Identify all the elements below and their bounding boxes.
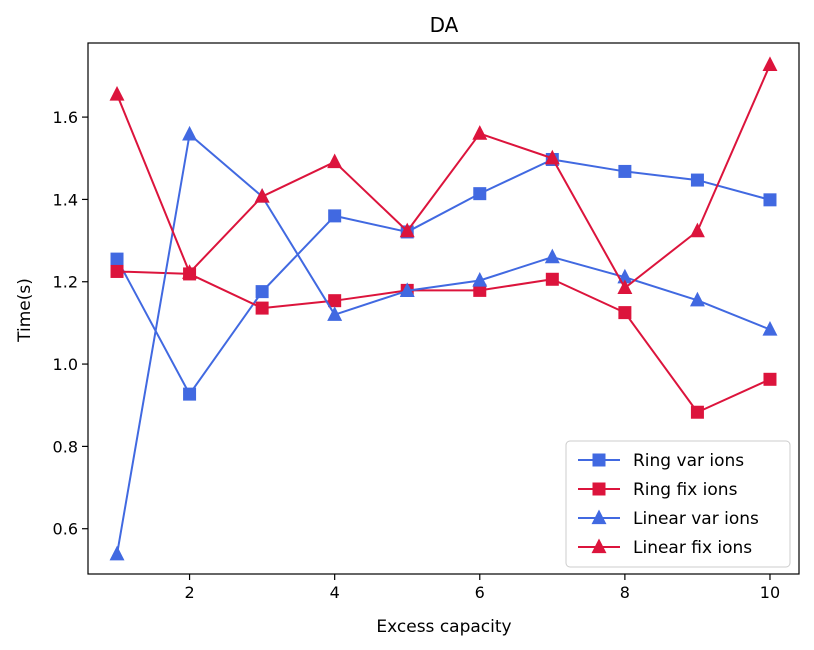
triangle-marker [182, 125, 198, 141]
square-marker [328, 209, 342, 223]
x-tick-label: 10 [760, 583, 780, 602]
triangle-marker [689, 222, 705, 238]
series-line [116, 133, 771, 555]
square-marker [473, 187, 487, 201]
series-line [116, 64, 771, 289]
legend-entry: Ring var ions [578, 451, 744, 471]
triangle-marker [109, 545, 125, 561]
square-marker [545, 272, 559, 286]
triangle-marker [617, 279, 633, 295]
x-tick-label: 8 [620, 583, 630, 602]
legend-label: Linear var ions [633, 509, 759, 529]
triangle-marker [544, 248, 560, 264]
triangle-marker [327, 153, 343, 169]
x-tick-label: 2 [184, 583, 194, 602]
legend-entry: Ring fix ions [578, 480, 738, 500]
legend-entry: Linear var ions [578, 509, 759, 529]
triangle-marker [472, 272, 488, 287]
legend-triangle-marker [591, 509, 607, 525]
legend-triangle-marker [591, 538, 607, 554]
square-marker [255, 301, 269, 315]
square-marker [110, 252, 124, 266]
plot-frame [87, 42, 800, 575]
series-layer [109, 56, 778, 561]
legend-square-marker [592, 453, 606, 467]
legend-entry: Linear fix ions [578, 538, 752, 558]
square-marker [473, 283, 487, 297]
y-tick-label: 0.8 [53, 437, 78, 456]
legend: Ring var ions Ring fix ions Linear var ion… [565, 440, 791, 568]
triangle-marker [544, 149, 560, 165]
series-line [116, 270, 771, 414]
legend-box [565, 440, 791, 568]
series-ring-fix-ions [110, 264, 777, 419]
legend-label: Ring fix ions [633, 480, 738, 500]
triangle-marker [762, 321, 778, 336]
triangle-marker [182, 264, 198, 279]
chart-title: DA [430, 13, 459, 37]
square-marker [328, 294, 342, 308]
square-marker [110, 264, 124, 278]
square-marker [763, 193, 777, 207]
axes: 2 4 6 8 10 0.6 0.8 1.0 1.2 1.4 1.6 [53, 108, 781, 602]
square-marker [255, 285, 269, 299]
square-marker [618, 164, 632, 178]
square-marker [618, 306, 632, 320]
y-tick-label: 1.0 [53, 355, 78, 374]
series-line [116, 158, 771, 396]
y-tick-label: 1.6 [53, 108, 78, 127]
y-axis-title: Time(s) [15, 278, 35, 343]
triangle-marker [689, 291, 705, 307]
legend-square-marker [592, 482, 606, 496]
legend-label: Ring var ions [633, 451, 744, 471]
series-ring-var-ions [110, 152, 777, 401]
triangle-marker [109, 85, 125, 101]
triangle-marker [399, 222, 415, 238]
triangle-marker [254, 188, 270, 203]
triangle-marker [399, 282, 415, 297]
y-tick-label: 0.6 [53, 520, 78, 539]
square-marker [183, 387, 197, 401]
square-marker [690, 405, 704, 419]
triangle-marker [472, 125, 488, 140]
x-axis-title: Excess capacity [376, 617, 511, 637]
square-marker [690, 173, 704, 187]
y-tick-label: 1.4 [53, 190, 78, 209]
legend-label: Linear fix ions [633, 538, 752, 558]
square-marker [763, 372, 777, 386]
y-tick-label: 1.2 [53, 273, 78, 292]
triangle-marker [762, 56, 778, 71]
series-linear-fix-ions [109, 56, 778, 295]
x-tick-label: 4 [330, 583, 340, 602]
x-tick-label: 6 [475, 583, 485, 602]
triangle-marker [327, 306, 343, 321]
